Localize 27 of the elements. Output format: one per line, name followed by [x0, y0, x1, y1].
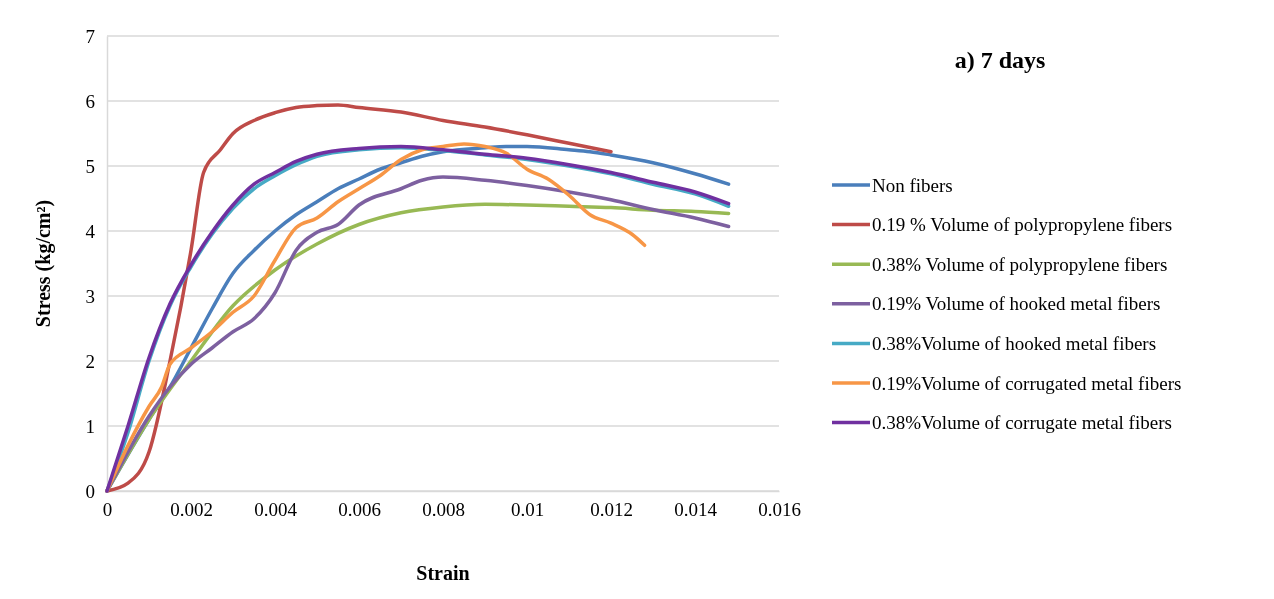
- legend-label: 0.38%Volume of corrugate metal fibers: [872, 412, 1172, 434]
- x-axis-title: Strain: [416, 562, 470, 584]
- legend-label: 0.38%Volume of hooked metal fibers: [872, 333, 1157, 355]
- x-tick-label: 0.012: [590, 499, 633, 521]
- text: a) 7 days: [954, 47, 1046, 73]
- x-tick-label: 0.006: [338, 499, 381, 521]
- x-tick-label: 0: [102, 499, 113, 521]
- y-tick-label: 7: [85, 25, 95, 47]
- y-tick-label: 1: [85, 415, 95, 437]
- x-tick-label: 0.01: [510, 499, 545, 521]
- x-tick-label: 0.014: [674, 499, 718, 521]
- x-tick-label: 0.004: [254, 499, 298, 521]
- y-tick-label: 2: [85, 350, 95, 372]
- y-tick-label: 4: [85, 220, 96, 242]
- legend-label: 0.19%Volume of corrugated metal fibers: [872, 372, 1182, 394]
- legend-label: 0.19% Volume of hooked metal fibers: [872, 293, 1161, 315]
- y-tick-label: 6: [85, 90, 95, 112]
- legend-label: 0.19 % Volume of polypropylene fibers: [872, 214, 1173, 236]
- y-tick-label: 3: [85, 285, 95, 307]
- legend-label: 0.38% Volume of polypropylene fibers: [872, 253, 1168, 275]
- legend-label: Non fibers: [872, 174, 953, 196]
- x-tick-label: 0.002: [170, 499, 213, 521]
- y-tick-label: 5: [85, 155, 95, 177]
- x-tick-label: 0.008: [422, 499, 465, 521]
- y-axis-title: Stress (kg/cm²): [32, 199, 55, 328]
- y-tick-label: 0: [85, 480, 95, 502]
- x-tick-label: 0.016: [758, 499, 801, 521]
